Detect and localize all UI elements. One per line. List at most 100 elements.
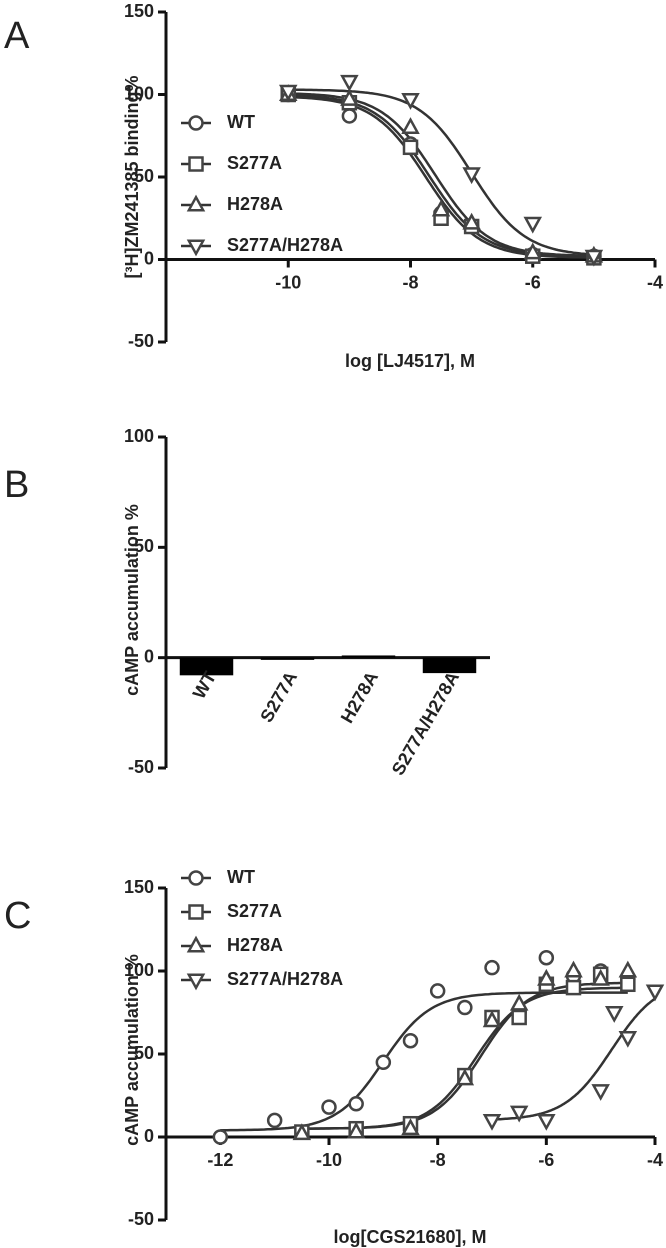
- data-point: [402, 1032, 419, 1049]
- data-point: [509, 993, 529, 1011]
- data-point: [455, 1068, 475, 1086]
- x-axis-label: log [LJ4517], M: [345, 351, 475, 371]
- legend-label: S277A: [227, 901, 282, 921]
- data-point: [401, 93, 420, 110]
- legend-marker: [186, 194, 206, 212]
- data-point: [457, 999, 473, 1016]
- y-tick-label: 100: [124, 426, 154, 446]
- data-point: [584, 249, 604, 267]
- x-tick-label: S277A/H278A: [388, 668, 463, 779]
- data-point: [509, 1105, 529, 1123]
- data-point: [429, 983, 446, 999]
- x-tick-label: -10: [316, 1150, 342, 1170]
- data-point: [645, 984, 665, 1002]
- data-point: [484, 959, 500, 976]
- y-tick-label: -50: [128, 757, 154, 777]
- y-tick-label: 150: [124, 877, 154, 897]
- x-axis-label: log[CGS21680], M: [333, 1227, 486, 1247]
- legend-marker: [188, 156, 204, 172]
- y-tick-label: 100: [124, 83, 154, 103]
- data-point: [591, 968, 610, 986]
- y-tick-label: 0: [144, 646, 154, 666]
- y-tick-label: -50: [128, 1209, 154, 1229]
- data-point: [212, 1129, 229, 1145]
- legend-marker: [188, 115, 204, 131]
- y-tick-label: 150: [124, 1, 154, 21]
- x-tick-label: -6: [538, 1150, 554, 1170]
- data-point: [591, 1084, 610, 1101]
- x-tick-label: -4: [647, 1150, 663, 1170]
- panel-label: A: [4, 15, 30, 57]
- fit-curve: [288, 92, 594, 258]
- data-point: [564, 960, 583, 978]
- x-tick-label: -10: [275, 272, 301, 292]
- legend-marker: [186, 973, 206, 991]
- y-tick-label: 50: [134, 536, 154, 556]
- data-point: [537, 1113, 556, 1131]
- data-point: [482, 1010, 502, 1028]
- data-point: [604, 1006, 624, 1023]
- data-point: [375, 1054, 392, 1071]
- data-point: [523, 216, 543, 234]
- panel-label: B: [4, 464, 29, 506]
- data-point: [462, 167, 481, 185]
- legend-marker: [188, 904, 204, 920]
- y-axis-label: cAMP accumulation %: [122, 954, 142, 1146]
- data-point: [401, 1118, 420, 1136]
- data-point: [292, 1123, 312, 1141]
- legend-label: S277A/H278A: [227, 235, 343, 255]
- data-point: [278, 84, 298, 102]
- legend-marker: [186, 935, 206, 953]
- x-tick-label: -8: [430, 1150, 446, 1170]
- y-tick-label: 0: [144, 1126, 154, 1146]
- data-point: [620, 976, 636, 993]
- data-point: [511, 1009, 527, 1026]
- legend-label: S277A: [227, 153, 282, 173]
- data-point: [618, 960, 638, 978]
- data-point: [537, 968, 556, 986]
- y-axis-label: [³H]ZM241385 binding%: [122, 75, 142, 278]
- data-point: [618, 1030, 638, 1048]
- y-tick-label: -50: [128, 331, 154, 351]
- legend-marker: [188, 870, 204, 886]
- fit-curve: [288, 88, 594, 256]
- data-point: [431, 199, 451, 217]
- data-point: [266, 1112, 283, 1129]
- x-tick-label: -6: [525, 272, 541, 292]
- bar: [422, 657, 477, 674]
- legend-label: WT: [227, 112, 255, 132]
- data-point: [401, 117, 420, 134]
- legend-label: WT: [227, 867, 255, 887]
- panel-label: C: [4, 895, 31, 937]
- fit-curve: [288, 94, 594, 258]
- data-point: [402, 139, 419, 156]
- data-point: [341, 108, 358, 124]
- bar: [341, 655, 396, 658]
- data-point: [482, 1113, 502, 1131]
- y-tick-label: 50: [134, 166, 154, 186]
- x-tick-label: -4: [647, 272, 663, 292]
- legend-label: H278A: [227, 194, 283, 214]
- data-point: [523, 242, 543, 260]
- y-tick-label: 0: [144, 248, 154, 268]
- y-tick-label: 50: [134, 1043, 154, 1063]
- data-point: [340, 89, 359, 106]
- data-point: [538, 949, 555, 966]
- x-tick-label: H278A: [337, 668, 382, 727]
- legend-label: H278A: [227, 935, 283, 955]
- data-point: [565, 979, 582, 996]
- y-tick-label: 100: [124, 960, 154, 980]
- data-point: [346, 1121, 366, 1139]
- legend-marker: [186, 239, 206, 257]
- y-axis-label: cAMP accumulation %: [122, 504, 142, 696]
- data-point: [321, 1099, 337, 1115]
- x-tick-label: -8: [402, 272, 418, 292]
- x-tick-label: -12: [207, 1150, 233, 1170]
- data-point: [340, 74, 359, 92]
- data-point: [348, 1096, 364, 1112]
- bar: [179, 657, 234, 676]
- fit-curve: [288, 95, 594, 259]
- legend-label: S277A/H278A: [227, 969, 343, 989]
- bar: [260, 657, 315, 660]
